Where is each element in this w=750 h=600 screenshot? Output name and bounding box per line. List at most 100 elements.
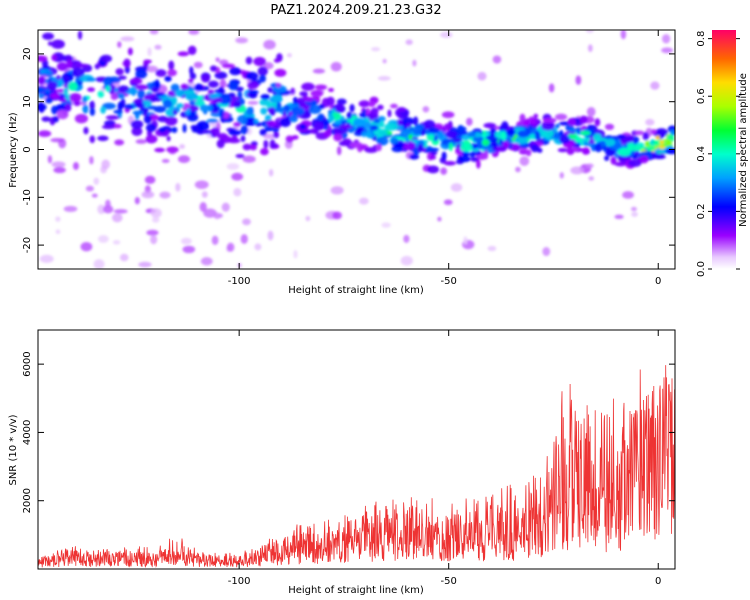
heatmap-cell [233,101,242,109]
heatmap-cell [235,37,249,44]
heatmap-cell [401,140,416,151]
x-tick-label: -100 [228,576,251,587]
heatmap-cell [588,176,595,181]
heatmap-cell [179,144,186,149]
heatmap-cell [194,83,204,92]
heatmap-cell [176,103,185,109]
heatmap-cell [240,135,246,142]
heatmap-cell [291,106,305,116]
heatmap-cell [202,129,213,135]
heatmap-cell [51,105,58,115]
heatmap-cell [387,109,392,118]
heatmap-cell [168,60,175,71]
heatmap-cell [246,106,254,116]
heatmap-cell [330,186,344,195]
heatmap-cell [124,104,135,110]
heatmap-cell [210,127,220,138]
heatmap-cell [180,83,189,90]
heatmap-cell [440,31,453,39]
heatmap-cell [390,103,398,109]
heatmap-cell [336,146,342,156]
heatmap-cell [315,84,328,91]
heatmap-cell [147,47,152,57]
heatmap-cell [476,159,481,169]
heatmap-cell [235,153,245,159]
heatmap-cell [293,96,298,104]
heatmap-cell [655,128,669,138]
heatmap-cell [487,245,497,252]
heatmap-cell [361,131,367,138]
heatmap-cell [39,254,54,264]
heatmap-cell [135,84,149,90]
heatmap-cell [197,130,205,135]
heatmap-cell [286,53,292,58]
heatmap-cell [105,85,111,92]
colorbar: 0.0 0.2 0.4 0.6 0.8 Normalized spectral ampl… [696,30,749,277]
heatmap-cell [349,142,363,148]
colorbar-tick-label: 0.2 [696,203,707,219]
heatmap-cell [522,118,537,125]
heatmap-cell [639,155,649,164]
y-tick-label: 4000 [22,420,33,445]
heatmap-cell [370,107,379,116]
heatmap-cell [568,128,576,133]
heatmap-cell [289,114,298,123]
heatmap-cell [554,113,568,121]
snr-y-axis: 2000 4000 6000 [22,351,675,513]
heatmap-cell [189,104,199,112]
heatmap-cell [305,215,311,222]
heatmap-cell [312,68,326,74]
heatmap-cell [588,44,593,52]
y-tick-label: -10 [22,189,33,205]
heatmap-cell [94,63,100,70]
heatmap-cell [403,234,410,243]
heatmap-cell [41,116,51,122]
heatmap-cell [52,116,59,123]
heatmap-cell [58,97,68,103]
heatmap-cell [618,147,632,157]
heatmap-cell [575,75,582,85]
heatmap-cell [87,87,96,92]
heatmap-cell [627,144,641,152]
heatmap-cell [495,145,507,152]
y-tick-label: -20 [22,237,33,253]
heatmap-cell [38,76,46,85]
heatmap-cell [628,159,642,167]
heatmap-cell [189,66,194,75]
heatmap-cell [75,63,89,68]
heatmap-cell [38,55,48,62]
heatmap-cell [214,89,226,94]
heatmap-cell [150,208,162,218]
heatmap-cell [313,122,325,131]
heatmap-cell [585,30,594,34]
heatmap-cell [461,134,470,141]
heatmap-x-axis: -100 -50 0 [228,30,661,287]
heatmap-cell [167,90,177,98]
heatmap-cell [402,117,415,126]
heatmap-cell [47,155,53,164]
heatmap-cell [187,45,197,55]
heatmap-cell [155,92,165,97]
heatmap-cell [130,120,144,129]
heatmap-cell [199,202,207,212]
heatmap-cell [152,216,160,223]
heatmap-cell [537,147,543,153]
heatmap-cell [412,59,417,67]
heatmap-cell [574,136,582,143]
heatmap-cell [93,259,105,269]
heatmap-cell [155,79,160,89]
heatmap-cell [206,118,219,123]
heatmap-cell [377,104,384,111]
heatmap-cell [405,137,410,143]
colorbar-label: Normalized spectral amplitude [738,73,749,227]
heatmap-cell [382,58,387,64]
heatmap-cell [213,212,221,220]
heatmap-cell [645,118,655,126]
y-tick-label: 10 [22,95,33,108]
heatmap-cell [506,128,516,137]
heatmap-cell [318,103,325,109]
heatmap-cell [501,121,509,131]
heatmap-cell [117,41,122,48]
heatmap-cell [557,147,568,153]
heatmap-cell [134,196,140,205]
